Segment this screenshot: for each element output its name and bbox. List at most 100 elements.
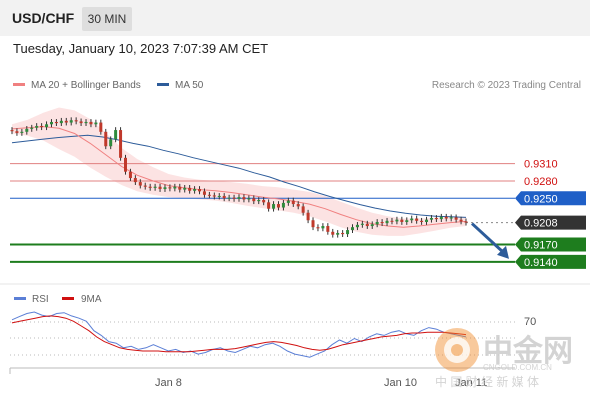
candle-body-up xyxy=(355,224,359,228)
candle-body-up xyxy=(375,221,379,225)
candle-body-down xyxy=(390,220,394,222)
watermark-brand: 中金网 xyxy=(483,334,573,368)
watermark-tagline: 中 国 财 经 新 媒 体 xyxy=(435,374,539,389)
candle-body-down xyxy=(252,198,256,202)
level-tag-support xyxy=(515,254,586,269)
candle-body-up xyxy=(217,195,221,197)
candle-body-down xyxy=(119,130,123,158)
ma20-line xyxy=(11,126,467,228)
candle-body-down xyxy=(459,219,463,222)
candle-body-down xyxy=(79,121,83,124)
candle-body-down xyxy=(434,217,438,220)
candle-body-down xyxy=(276,204,280,208)
level-label: 0.9280 xyxy=(524,176,558,188)
candle-body-down xyxy=(331,231,335,235)
level-tag-current xyxy=(515,215,586,230)
x-tick-label: Jan 8 xyxy=(155,377,182,389)
grid-dots xyxy=(10,321,515,356)
candle-body-up xyxy=(163,187,167,190)
candle-body-up xyxy=(351,227,354,231)
candle-body-down xyxy=(454,217,458,220)
candle-body-up xyxy=(346,230,350,235)
moving-averages xyxy=(11,126,467,228)
candle-body-down xyxy=(74,120,78,122)
level-label: 0.9310 xyxy=(524,159,558,171)
x-tick-label: Jan 11 xyxy=(455,377,487,389)
candle-body-down xyxy=(316,227,320,229)
candle-body-up xyxy=(114,130,118,140)
rsi-ma-line xyxy=(11,315,467,353)
x-tick-label: Jan 10 xyxy=(384,377,417,389)
candle-body-down xyxy=(99,122,103,132)
level-label: 0.9208 xyxy=(524,218,558,230)
candle-body-up xyxy=(247,198,251,200)
candle-body-up xyxy=(321,226,325,229)
candle-body-down xyxy=(133,178,137,183)
bollinger-band xyxy=(12,107,466,236)
candle-body-up xyxy=(45,124,49,128)
candle-body-up xyxy=(59,120,63,124)
legend-ma20-label: MA 20 + Bollinger Bands xyxy=(31,80,141,91)
legend-ma50: MA 50 xyxy=(157,80,203,91)
rsi-legend: RSI 9MA 70 xyxy=(14,294,536,328)
candle-body-down xyxy=(365,223,369,227)
level-label: 0.9140 xyxy=(524,257,558,269)
candles xyxy=(10,117,468,238)
watermark-url: CNGOLD.COM.CN xyxy=(483,363,552,372)
candle-body-up xyxy=(227,197,231,199)
forecast-arrow-shaft xyxy=(470,222,507,255)
watermark-logo-core xyxy=(451,344,463,356)
chart-header: USD/CHF 30 MIN xyxy=(0,0,590,36)
level-label: 0.9170 xyxy=(524,240,558,252)
legend-ma50-label: MA 50 xyxy=(175,80,204,91)
candle-body-down xyxy=(40,126,44,128)
forecast-arrow-head xyxy=(497,245,509,259)
watermark: 中金网 CNGOLD.COM.CN 中 国 财 经 新 媒 体 xyxy=(435,328,573,389)
candle-body-up xyxy=(237,197,241,199)
candle-body-up xyxy=(286,200,290,203)
candle-body-up xyxy=(35,126,39,128)
candle-body-up xyxy=(153,186,157,188)
candle-body-down xyxy=(415,218,419,221)
candle-body-down xyxy=(143,185,147,187)
candle-body-down xyxy=(262,200,266,203)
candle-body-up xyxy=(370,224,374,227)
candle-body-down xyxy=(212,195,216,197)
candle-body-down xyxy=(128,171,132,179)
candle-body-up xyxy=(84,121,88,124)
candle-body-up xyxy=(439,216,443,220)
candle-body-down xyxy=(158,186,162,190)
candle-body-up xyxy=(425,219,429,222)
candle-body-down xyxy=(341,232,345,235)
forecast-arrow xyxy=(470,222,509,259)
timeframe-button[interactable]: 30 MIN xyxy=(82,7,132,31)
candle-body-down xyxy=(148,186,152,188)
candle-body-down xyxy=(207,194,211,196)
candle-body-up xyxy=(281,202,285,208)
candle-body-down xyxy=(400,219,404,222)
candle-body-up xyxy=(69,120,73,123)
candle-body-down xyxy=(202,191,206,195)
ma20-swatch xyxy=(13,82,25,86)
legend-ma20: MA 20 + Bollinger Bands xyxy=(13,80,141,91)
candle-body-down xyxy=(64,120,68,123)
rsi-ma-swatch xyxy=(62,297,74,300)
rsi-level-label: 70 xyxy=(524,316,536,328)
candle-body-up xyxy=(193,189,197,191)
candle-body-down xyxy=(138,182,142,186)
rsi-lines xyxy=(11,311,467,358)
level-tag-pivot xyxy=(515,191,586,206)
candle-body-up xyxy=(385,220,389,224)
candle-body-down xyxy=(232,197,236,199)
candle-body-up xyxy=(109,139,113,147)
rsi-ma-legend-label: 9MA xyxy=(81,294,102,305)
symbol-label: USD/CHF xyxy=(12,10,75,26)
x-axis: Jan 8 Jan 10 Jan 11 xyxy=(9,367,515,389)
candle-body-up xyxy=(410,218,414,221)
candle-body-down xyxy=(222,195,226,199)
candle-body-up xyxy=(20,131,24,133)
level-tag-support xyxy=(515,237,586,252)
candle-body-down xyxy=(380,221,384,224)
candle-body-up xyxy=(257,200,261,202)
candle-body-up xyxy=(360,223,364,225)
